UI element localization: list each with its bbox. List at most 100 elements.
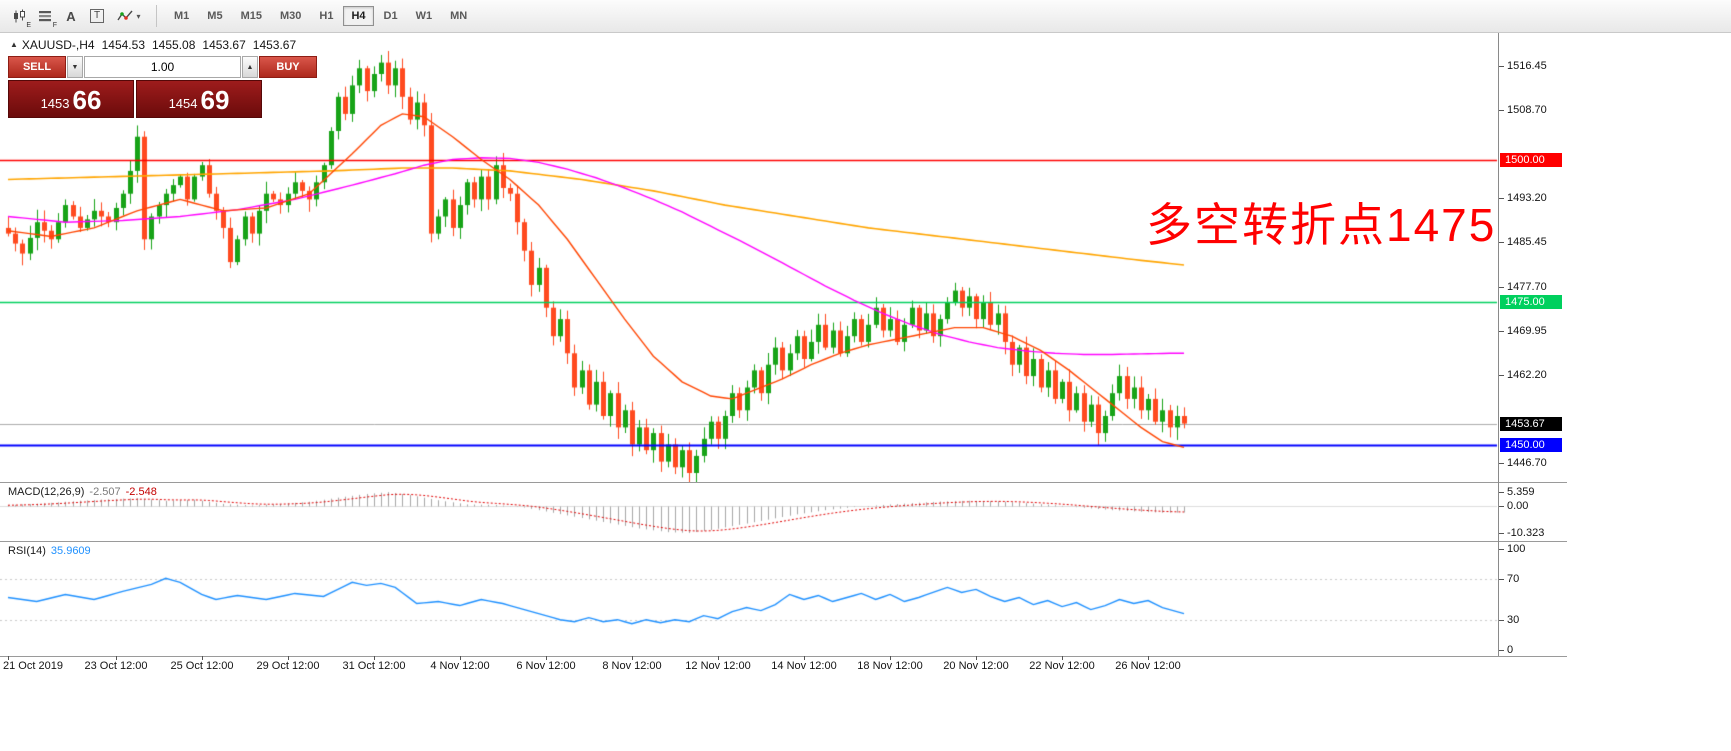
volume-decrease-button[interactable]: ▼ (67, 56, 83, 78)
macd-pane-separator[interactable] (0, 482, 1567, 483)
time-tick (288, 656, 289, 660)
time-axis-label: 26 Nov 12:00 (1115, 660, 1181, 672)
chart-header: ▲ XAUUSD-,H4 1454.53 1455.08 1453.67 1453.67 (10, 38, 303, 52)
one-click-trading-panel: SELL ▼ ▲ BUY 1453 66 1454 69 (8, 56, 317, 118)
time-tick (890, 656, 891, 660)
macd-label: MACD(12,26,9) -2.507 -2.548 (8, 486, 157, 498)
time-axis-label: 29 Oct 12:00 (256, 660, 320, 672)
rsi-axis-label: 0 (1507, 644, 1514, 656)
ohlc-low: 1453.67 (202, 38, 246, 52)
timeframe-h1[interactable]: H1 (319, 10, 334, 22)
rsi-axis-label: 70 (1507, 573, 1520, 585)
rsi-indicator-canvas[interactable] (0, 541, 1500, 656)
scale-tick (1499, 66, 1504, 67)
scale-tick (1499, 650, 1504, 651)
price-tick-label: 1493.20 (1507, 192, 1547, 204)
tile-glyph (38, 10, 51, 21)
rsi-pane-separator[interactable] (0, 541, 1567, 542)
timeframe-h4[interactable]: H4 (343, 6, 374, 26)
chart-text-annotation[interactable]: 多空转折点1475 (1146, 199, 1497, 251)
scale-tick (1499, 287, 1504, 288)
price-tick-label: 1485.45 (1507, 236, 1547, 248)
time-tick (546, 656, 547, 660)
timeframe-m1[interactable]: M1 (174, 10, 190, 22)
time-tick (116, 656, 117, 660)
macd-axis-label: 0.00 (1507, 500, 1529, 512)
text-label-icon[interactable]: A (66, 8, 76, 24)
time-tick (1148, 656, 1149, 660)
trade-controls-row: SELL ▼ ▲ BUY (8, 56, 317, 78)
price-tick-label: 1462.20 (1507, 369, 1547, 381)
time-axis-label: 31 Oct 12:00 (342, 660, 406, 672)
price-tick-label: 1446.70 (1507, 457, 1547, 469)
time-tick (718, 656, 719, 660)
macd-main-value: -2.507 (89, 486, 121, 498)
scale-tick (1499, 579, 1504, 580)
timeframe-m15[interactable]: M15 (240, 10, 262, 22)
template-icon[interactable]: T (86, 4, 108, 28)
time-tick (202, 656, 203, 660)
time-tick (632, 656, 633, 660)
scale-tick (1499, 375, 1504, 376)
scale-tick (1499, 533, 1504, 534)
timeframe-m30[interactable]: M30 (279, 10, 302, 22)
macd-name: MACD(12,26,9) (8, 486, 85, 498)
price-tick-label: 1469.95 (1507, 325, 1547, 337)
template-glyph: T (89, 9, 105, 23)
ohlc-open: 1454.53 (101, 38, 145, 52)
level-badge-1500.00: 1500.00 (1500, 153, 1562, 167)
macd-axis-label: 5.359 (1507, 486, 1535, 498)
trade-prices-row: 1453 66 1454 69 (8, 80, 262, 118)
time-tick (374, 656, 375, 660)
scale-tick (1499, 242, 1504, 243)
timeframe-w1[interactable]: W1 (415, 10, 433, 22)
time-axis[interactable]: 21 Oct 2019 23 Oct 12:00 25 Oct 12:00 29 Oc… (0, 656, 1500, 678)
price-scale-border (1498, 33, 1499, 656)
expand-arrow-icon[interactable]: ▲ (10, 40, 18, 49)
scale-tick (1499, 492, 1504, 493)
chart-window-icon[interactable]: E (8, 4, 31, 29)
indicator-glyph (117, 10, 134, 20)
time-axis-label: 8 Nov 12:00 (602, 660, 662, 672)
timeframe-d1[interactable]: D1 (383, 10, 398, 22)
indicators-icon[interactable]: ▾ (112, 4, 146, 28)
time-axis-label: 4 Nov 12:00 (430, 660, 490, 672)
scale-tick (1499, 620, 1504, 621)
time-axis-separator (0, 656, 1567, 657)
price-tick-label: 1508.70 (1507, 104, 1547, 116)
time-axis-label: 20 Nov 12:00 (943, 660, 1009, 672)
price-tick-label: 1516.45 (1507, 60, 1547, 72)
buy-price-tile[interactable]: 1454 69 (136, 80, 262, 118)
price-scale[interactable]: 1516.45 1508.70 1493.20 1485.45 1477.70 1469.… (1499, 33, 1567, 680)
buy-button[interactable]: BUY (259, 56, 317, 78)
symbol-timeframe-label: XAUUSD-,H4 (21, 38, 95, 52)
time-tick (976, 656, 977, 660)
time-tick (460, 656, 461, 660)
icon-sub-f: F (52, 22, 57, 29)
scale-tick (1499, 549, 1504, 550)
buy-price-big: 69 (200, 85, 230, 115)
time-axis-label: 14 Nov 12:00 (771, 660, 837, 672)
time-axis-label: 21 Oct 2019 (3, 660, 63, 672)
timeframe-mn[interactable]: MN (450, 10, 468, 22)
sell-button[interactable]: SELL (8, 56, 66, 78)
scale-tick (1499, 110, 1504, 111)
macd-axis-label: -10.323 (1507, 527, 1545, 539)
timeframe-m5[interactable]: M5 (207, 10, 223, 22)
price-tick-label: 1477.70 (1507, 281, 1547, 293)
volume-increase-button[interactable]: ▲ (242, 56, 258, 78)
macd-indicator-canvas[interactable] (0, 482, 1500, 541)
rsi-name: RSI(14) (8, 545, 46, 557)
scale-tick (1499, 198, 1504, 199)
volume-input[interactable] (84, 56, 241, 78)
sell-price-tile[interactable]: 1453 66 (8, 80, 134, 118)
tile-windows-icon[interactable]: F (34, 4, 57, 29)
time-axis-label: 25 Oct 12:00 (170, 660, 234, 672)
scale-tick (1499, 506, 1504, 507)
sell-price-small: 1453 (40, 95, 70, 111)
toolbar-separator (156, 5, 157, 27)
scale-tick (1499, 463, 1504, 464)
ohlc-close: 1453.67 (252, 38, 297, 52)
current-price-badge: 1453.67 (1500, 417, 1562, 431)
time-axis-label: 22 Nov 12:00 (1029, 660, 1095, 672)
